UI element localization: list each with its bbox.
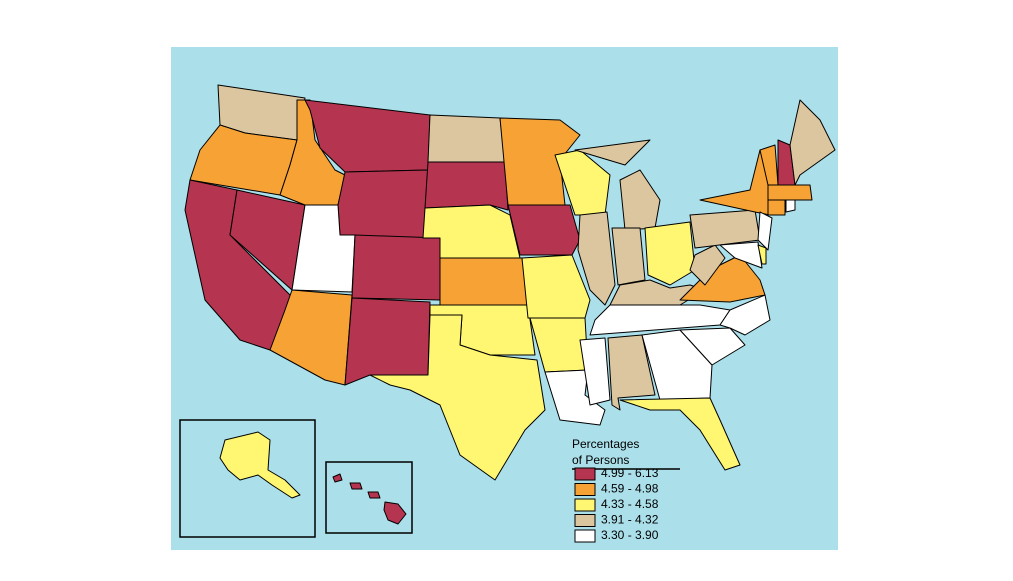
state (554, 149, 611, 216)
state (577, 211, 616, 306)
state (351, 234, 441, 301)
inset-frame (179, 419, 316, 538)
state (383, 501, 407, 525)
state (521, 254, 591, 319)
state (767, 199, 786, 216)
legend-swatch (574, 467, 596, 481)
legend-title: Percentages (572, 437, 639, 451)
state (641, 329, 713, 401)
legend-swatch (574, 514, 596, 527)
legend-label: 4.59 - 4.98 (601, 482, 659, 496)
state (344, 297, 431, 386)
legend-label: 3.91 - 4.32 (601, 513, 659, 527)
states (179, 84, 836, 538)
state (719, 294, 771, 336)
legend-swatch (574, 483, 596, 496)
legend-title: of Persons (572, 453, 629, 467)
state (349, 482, 363, 490)
state (719, 241, 763, 269)
state (269, 289, 353, 386)
state (574, 139, 651, 166)
state (619, 397, 741, 471)
legend-label: 4.33 - 4.58 (601, 497, 659, 511)
state (619, 169, 661, 231)
state (439, 257, 529, 306)
state (579, 337, 611, 406)
legend-label: 3.30 - 3.90 (601, 528, 659, 542)
state (369, 314, 546, 481)
state (767, 184, 813, 201)
state (644, 221, 696, 286)
state (679, 327, 746, 366)
legend-swatch (574, 529, 596, 543)
state (337, 169, 429, 239)
legend-swatch (574, 498, 596, 512)
state (219, 431, 301, 499)
state (332, 473, 343, 483)
legend: Percentages of Persons 4.99 - 6.13 4.59 -… (572, 437, 680, 543)
state (611, 227, 646, 286)
state (424, 161, 509, 211)
state (785, 199, 796, 213)
legend-label: 4.99 - 6.13 (601, 466, 659, 480)
state (689, 244, 726, 286)
state (367, 491, 381, 499)
state (757, 211, 773, 251)
state (427, 114, 506, 163)
inset-frame (325, 461, 413, 534)
state (757, 244, 767, 265)
state (589, 304, 731, 336)
state (507, 204, 581, 256)
